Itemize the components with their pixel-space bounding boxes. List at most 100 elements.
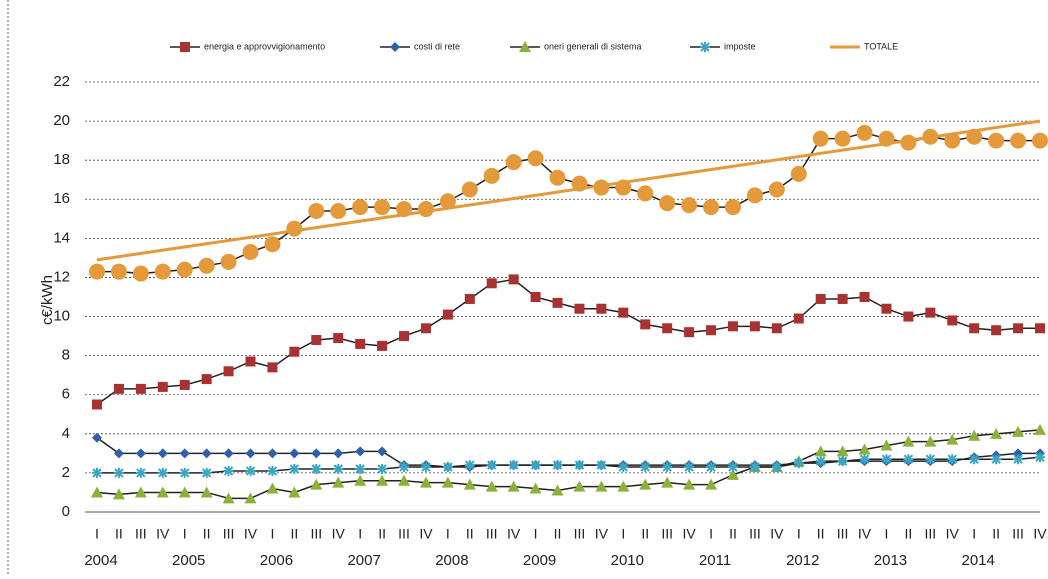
marker	[308, 203, 325, 219]
x-tick-label: IV	[156, 526, 170, 542]
y-tick-label: 10	[53, 308, 70, 325]
marker	[947, 454, 958, 465]
marker	[464, 293, 475, 304]
marker	[815, 456, 826, 467]
year-label: 2005	[172, 552, 205, 569]
x-tick-label: III	[925, 526, 937, 542]
marker	[552, 460, 563, 471]
marker	[706, 325, 717, 336]
marker	[198, 257, 215, 274]
x-tick-label: II	[992, 526, 1000, 542]
trend-line	[96, 119, 1041, 262]
marker	[527, 150, 544, 167]
marker	[333, 333, 344, 344]
marker	[441, 476, 454, 488]
marker	[812, 130, 829, 147]
x-tick-label: I	[885, 526, 889, 542]
marker	[352, 199, 369, 216]
marker	[1010, 132, 1027, 149]
marker	[310, 478, 323, 490]
marker	[529, 482, 542, 494]
marker	[311, 464, 322, 474]
marker	[377, 340, 388, 351]
marker	[354, 474, 367, 486]
marker	[154, 263, 171, 280]
marker	[374, 199, 391, 216]
marker	[814, 445, 827, 457]
marker	[113, 448, 124, 459]
year-label: 2007	[347, 552, 380, 569]
marker	[89, 263, 105, 280]
marker	[377, 464, 388, 474]
marker	[113, 383, 124, 394]
marker	[223, 448, 234, 459]
marker	[903, 454, 914, 465]
marker	[706, 462, 717, 473]
marker	[420, 462, 431, 473]
year-label: 2004	[84, 552, 117, 569]
series	[92, 274, 1045, 410]
marker	[705, 478, 718, 490]
x-tick-label: I	[95, 526, 99, 542]
marker	[461, 181, 478, 198]
x-tick-label: II	[115, 526, 123, 542]
marker	[442, 309, 453, 320]
marker	[749, 321, 760, 332]
marker	[991, 454, 1002, 465]
marker	[135, 467, 146, 478]
marker	[902, 435, 915, 447]
x-tick-label: I	[270, 526, 274, 542]
marker	[724, 199, 741, 216]
marker	[157, 467, 168, 478]
marker	[969, 323, 980, 334]
marker	[508, 460, 519, 471]
marker	[727, 462, 738, 473]
x-tick-label: III	[574, 526, 586, 542]
x-tick-label: II	[466, 526, 474, 542]
marker	[157, 381, 168, 392]
x-tick-label: I	[534, 526, 538, 542]
series	[89, 124, 1048, 282]
marker	[178, 486, 191, 498]
marker	[132, 265, 149, 282]
marker	[399, 331, 410, 342]
marker	[376, 474, 389, 486]
marker	[944, 132, 961, 149]
series-line	[96, 437, 1040, 468]
marker	[1034, 452, 1045, 463]
marker	[574, 303, 585, 314]
marker	[662, 462, 673, 473]
x-tick-label: II	[203, 526, 211, 542]
legend-label: energia e approvvigionamento	[204, 41, 325, 51]
marker	[267, 362, 278, 373]
marker	[574, 460, 585, 471]
marker	[289, 346, 300, 357]
marker	[223, 465, 234, 476]
y-tick-label: 4	[62, 425, 70, 442]
x-tick-label: IV	[332, 526, 346, 542]
y-tick-label: 2	[62, 464, 70, 481]
marker	[618, 307, 629, 318]
x-tick-label: III	[135, 526, 147, 542]
x-tick-label: IV	[858, 526, 872, 542]
marker	[289, 464, 300, 474]
marker	[1013, 323, 1024, 334]
marker	[92, 467, 102, 478]
marker	[990, 427, 1003, 439]
marker	[858, 443, 871, 455]
marker	[223, 366, 234, 377]
marker	[245, 356, 256, 367]
x-tick-label: II	[378, 526, 386, 542]
marker	[245, 465, 256, 476]
y-tick-label: 16	[53, 190, 70, 207]
marker	[377, 446, 388, 457]
marker	[355, 464, 366, 474]
marker	[991, 325, 1002, 336]
marker	[220, 253, 237, 270]
marker	[110, 263, 127, 280]
x-tick-label: III	[486, 526, 498, 542]
x-tick-label: III	[661, 526, 673, 542]
marker	[530, 460, 541, 471]
marker	[859, 292, 870, 302]
